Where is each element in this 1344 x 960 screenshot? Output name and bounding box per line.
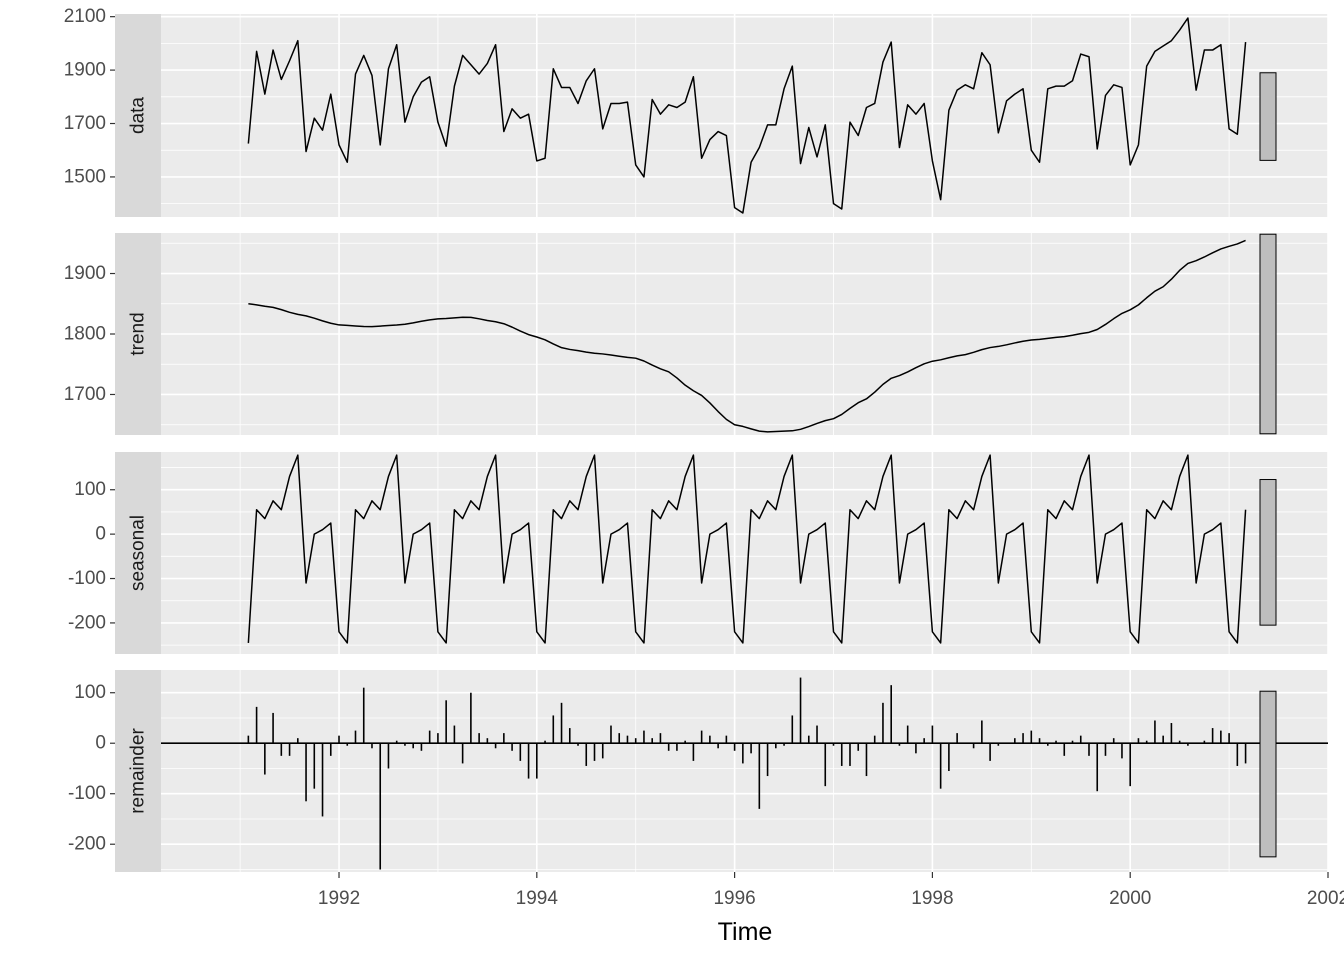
x-axis: 1992 1994 1996 1998 2000 2002 [318, 872, 1344, 909]
y-tick-label: 1900 [64, 60, 106, 81]
x-axis-title: Time [718, 918, 773, 946]
y-tick-label: 1700 [64, 384, 106, 405]
x-tick-label: 1996 [713, 888, 755, 909]
scale-bar-data [1259, 72, 1277, 161]
y-tick-label: 2100 [64, 6, 106, 27]
scale-bar-trend [1259, 233, 1277, 435]
panel-trend: trend 1700 1800 1900 [64, 233, 1328, 435]
strip-label-remainder: remainder [128, 728, 149, 814]
panel-seasonal: seasonal -200 -100 0 100 [68, 452, 1328, 654]
y-tick-label: 1800 [64, 324, 106, 345]
strip-data [115, 14, 161, 217]
series-data [247, 17, 1247, 214]
scale-bar-seasonal [1259, 479, 1277, 626]
y-tick-label: 1900 [64, 263, 106, 284]
y-tick-label: 1700 [64, 113, 106, 134]
gridlines-data [161, 14, 1328, 217]
x-tick-label: 2002 [1307, 888, 1344, 909]
y-tick-label: -100 [68, 568, 106, 589]
strip-seasonal [115, 452, 161, 654]
series-trend [248, 239, 1246, 433]
series-remainder [161, 677, 1328, 870]
series-line-data [247, 17, 1247, 214]
gridlines-trend [161, 233, 1328, 435]
gridlines-remainder [161, 670, 1328, 872]
y-tick-label: -100 [68, 783, 106, 804]
panel-background-remainder [161, 670, 1328, 872]
strip-trend [115, 233, 161, 435]
strip-label-data: data [128, 97, 149, 134]
panel-data: data 1500 1700 1900 2100 [64, 6, 1328, 217]
y-tick-label: 100 [74, 479, 106, 500]
series-seasonal [247, 454, 1247, 644]
strip-remainder [115, 670, 161, 872]
strip-label-seasonal: seasonal [128, 515, 149, 591]
y-tick-label: -200 [68, 834, 106, 855]
x-tick-label: 1992 [318, 888, 360, 909]
series-line-seasonal [247, 454, 1247, 644]
panel-remainder: remainder -200 -100 0 100 [68, 670, 1328, 872]
x-tick-label: 1998 [911, 888, 953, 909]
y-tick-label: 0 [95, 733, 106, 754]
x-tick-label: 1994 [516, 888, 559, 909]
x-tick-label: 2000 [1109, 888, 1151, 909]
y-tick-label: 100 [74, 682, 106, 703]
y-tick-label: 0 [95, 524, 106, 545]
panel-background-data [161, 14, 1328, 217]
y-tick-label: -200 [68, 612, 106, 633]
series-line-trend [248, 239, 1246, 433]
y-tick-label: 1500 [64, 166, 106, 187]
scale-bar-remainder [1259, 690, 1277, 858]
facet-panels: data 1500 1700 1900 2100 trend 1700 1800 1900 sea… [64, 6, 1328, 872]
strip-label-trend: trend [128, 312, 149, 355]
